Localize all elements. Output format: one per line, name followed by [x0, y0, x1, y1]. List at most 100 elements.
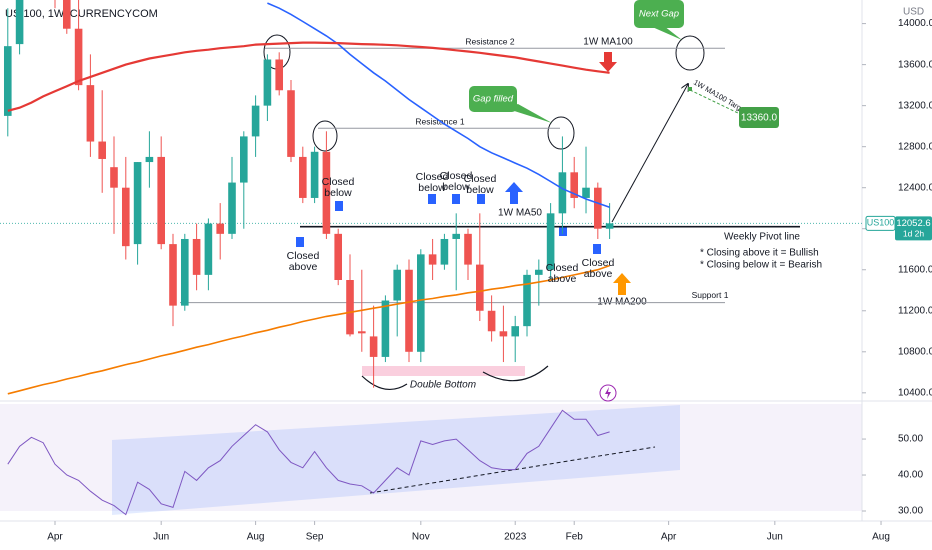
candle-body: [369, 336, 378, 357]
closed-below-label: Closed below: [321, 176, 355, 199]
candle-body: [62, 0, 71, 29]
candle-body: [3, 46, 12, 116]
candle-body: [487, 310, 496, 332]
candle-body: [393, 269, 402, 301]
candle-body: [263, 59, 272, 106]
candle-body: [358, 331, 366, 334]
candle-body: [523, 274, 531, 327]
signal-marker: [296, 237, 304, 247]
circle-marker: [547, 116, 575, 150]
closed-above-label: Closed above: [545, 262, 579, 285]
candle-body: [15, 0, 24, 45]
y-tick-label: 10800.0: [898, 346, 932, 357]
y-tick-label: 50.00: [898, 434, 923, 445]
x-tick-label: Apr: [661, 532, 677, 543]
y-tick-label: 13200.0: [898, 100, 932, 111]
callout-tail: [650, 26, 682, 40]
level-label: Weekly Pivot line: [724, 231, 800, 242]
signal-markers: [296, 194, 601, 254]
target-value: 13360.0: [741, 113, 778, 124]
projection-arrow: [611, 84, 688, 223]
candle-body: [86, 85, 95, 142]
rsi-trendline: [369, 446, 656, 494]
candle-body: [452, 233, 461, 239]
candle-body: [110, 167, 118, 188]
candle-body: [546, 213, 555, 270]
candle-body: [74, 28, 83, 86]
y-tick-label: 12400.0: [898, 182, 932, 193]
candle-body: [299, 156, 307, 198]
candle-body: [381, 300, 390, 357]
rsi-pane: [7, 409, 610, 516]
candle-body: [204, 223, 213, 275]
moving-average: [267, 2, 610, 208]
double-bottom-zone: [362, 366, 525, 376]
ma-label: 1W MA50: [498, 208, 542, 219]
x-tick-label: Apr: [47, 532, 63, 543]
y-tick-label: 11200.0: [898, 305, 932, 316]
candle-body: [499, 331, 508, 337]
arrow-down: [599, 52, 617, 72]
candle-body: [228, 182, 236, 234]
y-tick-label: 10400.0: [898, 387, 932, 398]
candle-body: [334, 233, 343, 280]
y-tick-label: 12800.0: [898, 141, 932, 152]
x-tick-label: Aug: [247, 532, 265, 543]
target-line: [689, 89, 741, 115]
candle-body: [428, 254, 437, 265]
currency-label: USD: [903, 7, 924, 18]
event-icon-glyph: [605, 387, 611, 399]
candle-body: [558, 172, 567, 214]
price-tag: 12052.6: [896, 218, 930, 229]
circle-marker: [312, 120, 338, 152]
candle-body: [121, 187, 130, 247]
candle-body: [322, 151, 331, 234]
rsi-line: [7, 409, 610, 516]
closed-below-label: Closed below: [463, 173, 497, 196]
candle-body: [157, 156, 165, 245]
closed-below-label: Closed below: [439, 170, 473, 193]
symbol-tag: US100: [867, 218, 895, 228]
candle-body: [570, 172, 579, 198]
y-tick-label: 13600.0: [898, 59, 932, 70]
candle-body: [582, 187, 590, 198]
candle-body: [275, 59, 284, 91]
candle-body: [346, 280, 354, 335]
candle-body: [180, 238, 189, 306]
y-tick-label: 11600.0: [898, 264, 932, 275]
circle-marker: [675, 35, 705, 71]
callout-text: Next Gap: [639, 9, 679, 20]
y-tick-label: 30.00: [898, 506, 923, 517]
moving-average: [7, 41, 610, 112]
moving-average: [7, 264, 610, 395]
signal-marker: [452, 194, 460, 204]
closed-below-label: Closed below: [415, 171, 449, 194]
level-label: Resistance 2: [465, 36, 514, 46]
x-tick-label: Feb: [566, 532, 584, 543]
price-tag-box: [895, 216, 932, 241]
signal-marker: [593, 244, 601, 254]
signal-marker: [477, 194, 485, 204]
signal-marker: [335, 201, 343, 211]
pivot-rule: * Closing below it = Bearish: [700, 260, 822, 271]
main-pane: [0, 0, 862, 395]
candle-body: [145, 156, 154, 163]
pivot-rule: * Closing above it = Bullish: [700, 248, 819, 259]
callout-box: [469, 86, 517, 112]
double-bottom-label: Double Bottom: [410, 380, 476, 391]
candle-body: [594, 187, 602, 229]
candle-body: [440, 238, 449, 265]
callout-text: Gap filled: [473, 94, 514, 105]
candle-body: [192, 238, 201, 275]
ma-label: 1W MA100: [583, 37, 633, 48]
y-tick-label: 40.00: [898, 470, 923, 481]
callout-tail: [505, 104, 552, 123]
candle-body: [511, 326, 520, 337]
level-label: Support 1: [692, 290, 729, 300]
arrow-up: [613, 273, 631, 295]
candle-body: [287, 90, 295, 157]
candle-body: [310, 151, 319, 198]
candle-body: [240, 136, 248, 183]
